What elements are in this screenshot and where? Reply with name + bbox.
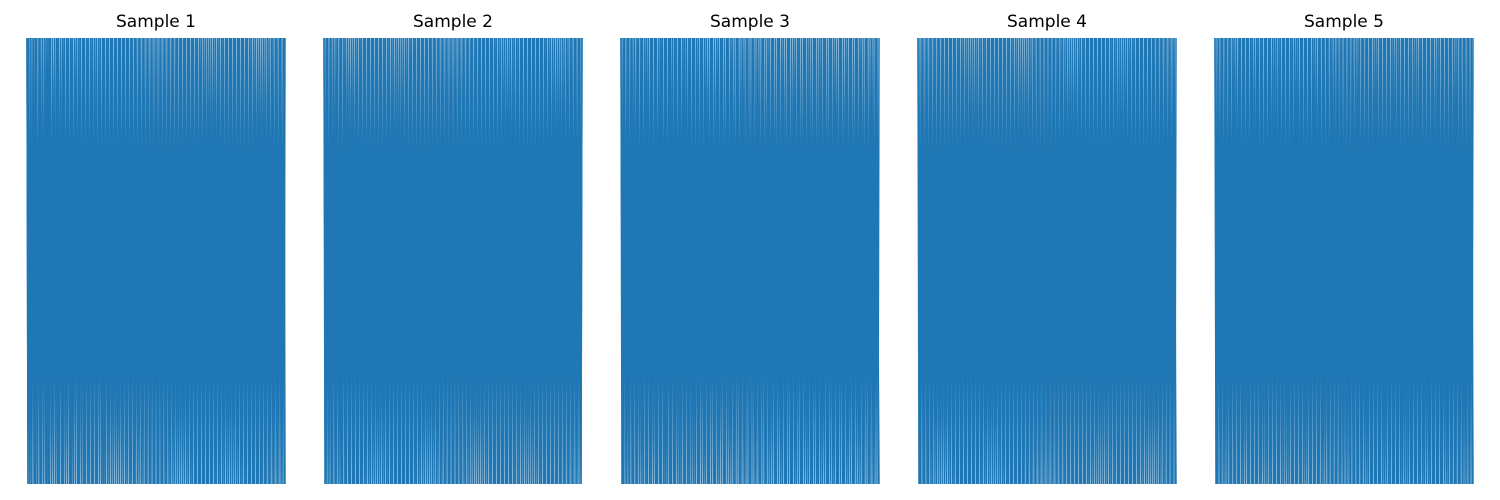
panel-title: Sample 5 <box>1304 12 1384 32</box>
plot-area <box>26 37 286 485</box>
panel-sample-2: Sample 2 <box>304 0 602 500</box>
series-line-dense <box>323 37 583 485</box>
series-line-dense <box>1214 37 1474 485</box>
panel-sample-5: Sample 5 <box>1195 0 1493 500</box>
plot-area <box>620 37 880 485</box>
series-line-dense <box>26 37 286 485</box>
panel-title: Sample 2 <box>413 12 493 32</box>
series-line-dense <box>917 37 1177 485</box>
plot-area <box>917 37 1177 485</box>
panel-sample-3: Sample 3 <box>601 0 899 500</box>
panel-sample-4: Sample 4 <box>898 0 1196 500</box>
plot-area <box>323 37 583 485</box>
panel-title: Sample 4 <box>1007 12 1087 32</box>
plot-area <box>1214 37 1474 485</box>
panel-sample-1: Sample 1 <box>7 0 305 500</box>
series-line-dense <box>620 37 880 485</box>
panel-title: Sample 3 <box>710 12 790 32</box>
panel-title: Sample 1 <box>116 12 196 32</box>
